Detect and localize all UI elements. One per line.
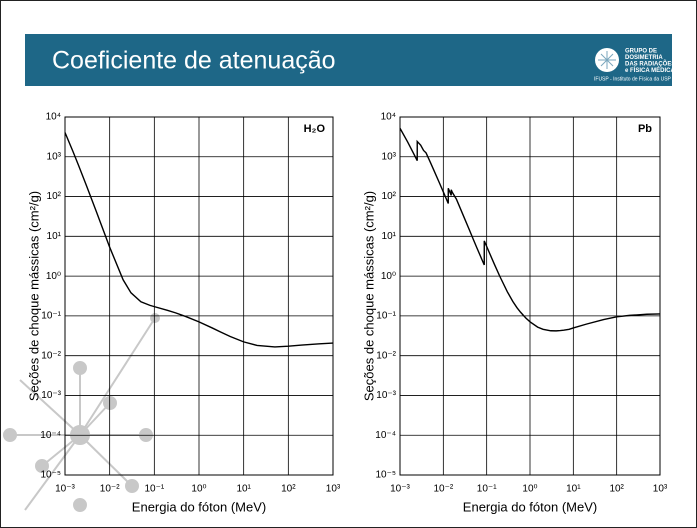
y-tick-label: 10⁻³ — [41, 390, 61, 401]
x-tick-label: 10⁻¹ — [477, 484, 497, 495]
x-tick-label: 10⁻³ — [390, 484, 410, 495]
x-tick-label: 10¹ — [566, 484, 581, 495]
y-tick-label: 10⁻⁵ — [40, 470, 61, 481]
annotation: Pb — [638, 123, 652, 135]
x-tick-label: 10⁻¹ — [144, 484, 164, 495]
y-tick-label: 10⁻¹ — [41, 311, 61, 322]
x-tick-label: 10⁻³ — [55, 484, 75, 495]
x-tick-label: 10³ — [653, 484, 668, 495]
x-tick-label: 10⁰ — [191, 484, 206, 495]
y-tick-label: 10⁰ — [381, 271, 396, 282]
y-tick-label: 10¹ — [382, 231, 397, 242]
y-tick-label: 10⁻⁴ — [375, 430, 396, 441]
logo-line: e FÍSICA MÉDICA — [625, 66, 675, 74]
y-tick-label: 10⁻² — [41, 350, 61, 361]
y-tick-label: 10⁰ — [46, 271, 61, 282]
x-axis-label: Energia do fóton (MeV) — [463, 499, 597, 514]
y-axis-label: Seções de choque mássicas (cm²/g) — [361, 191, 376, 401]
y-tick-label: 10⁻¹ — [376, 311, 396, 322]
slide: Coeficiente de atenuação GRUPO DEDOSIMET… — [0, 0, 697, 528]
logo-caption: IFUSP - Instituto de Física da USP — [594, 76, 672, 82]
y-tick-label: 10² — [47, 191, 62, 202]
x-tick-label: 10² — [609, 484, 624, 495]
y-tick-label: 10⁴ — [381, 112, 396, 123]
y-axis-label: Seções de choque mássicas (cm²/g) — [26, 191, 41, 401]
x-tick-label: 10⁻² — [433, 484, 453, 495]
y-tick-label: 10⁻⁵ — [375, 470, 396, 481]
x-tick-label: 10³ — [326, 484, 341, 495]
logo-line: DOSIMETRIA — [625, 55, 663, 61]
y-tick-label: 10³ — [382, 151, 397, 162]
annotation: H₂O — [304, 123, 326, 135]
y-tick-label: 10⁻³ — [376, 390, 396, 401]
x-tick-label: 10⁻² — [100, 484, 120, 495]
logo-line: DAS RADIAÇÕES — [625, 61, 675, 68]
y-tick-label: 10⁻⁴ — [40, 430, 61, 441]
y-tick-label: 10² — [382, 191, 397, 202]
x-axis-label: Energia do fóton (MeV) — [132, 499, 266, 514]
x-tick-label: 10⁰ — [522, 484, 537, 495]
y-tick-label: 10³ — [47, 151, 62, 162]
y-tick-label: 10⁴ — [46, 112, 61, 123]
x-tick-label: 10¹ — [236, 484, 251, 495]
y-tick-label: 10⁻² — [376, 350, 396, 361]
x-tick-label: 10² — [281, 484, 296, 495]
slide-title: Coeficiente de atenuação — [52, 47, 336, 75]
y-tick-label: 10¹ — [47, 231, 62, 242]
logo-line: GRUPO DE — [625, 49, 657, 55]
